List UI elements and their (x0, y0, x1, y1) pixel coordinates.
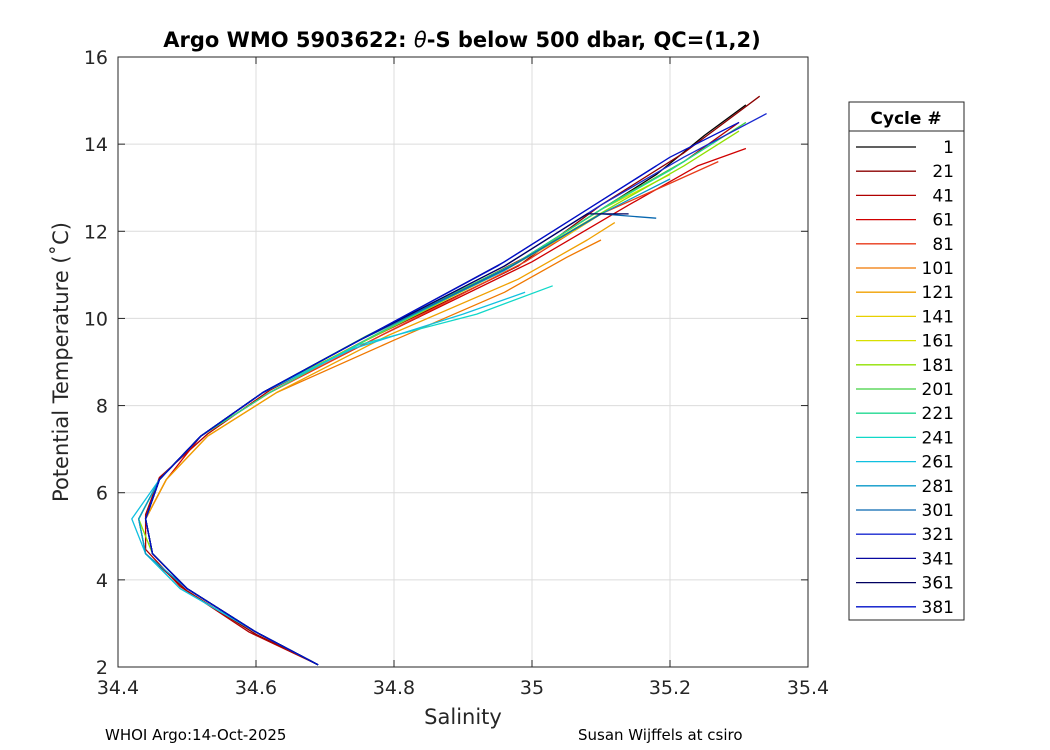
legend-label-381: 381 (922, 598, 954, 618)
legend-label-1: 1 (943, 138, 954, 158)
x-tick-label: 34.6 (235, 677, 277, 699)
legend-label-321: 321 (922, 525, 954, 545)
x-tick-label: 34.4 (97, 677, 139, 699)
plot-area (118, 57, 808, 667)
y-tick-label: 4 (96, 570, 108, 592)
legend-label-41: 41 (932, 186, 954, 206)
grid (118, 57, 808, 667)
y-tick-label: 6 (96, 483, 108, 505)
legend-label-281: 281 (922, 477, 954, 497)
y-tick-label: 14 (84, 134, 108, 156)
legend-label-121: 121 (922, 283, 954, 303)
footer-left: WHOI Argo:14-Oct-2025 (105, 726, 286, 744)
x-tick-label: 35 (520, 677, 544, 699)
legend-label-301: 301 (922, 501, 954, 521)
y-tick-label: 2 (96, 657, 108, 679)
legend: Cycle # 12141618110112114116118120122124… (848, 101, 965, 621)
legend-label-161: 161 (922, 332, 954, 352)
legend-title: Cycle # (870, 109, 941, 129)
legend-label-101: 101 (922, 259, 954, 279)
x-axis-label: Salinity (424, 705, 502, 729)
y-tick-label: 10 (84, 308, 108, 330)
legend-label-201: 201 (922, 380, 954, 400)
axis-ticks: 34.4 34.6 34.8 35 35.2 35.4 2 4 6 8 10 12 14 16 (84, 47, 829, 699)
legend-label-61: 61 (932, 211, 954, 231)
legend-label-141: 141 (922, 307, 954, 327)
legend-label-81: 81 (932, 235, 954, 255)
x-tick-label: 35.2 (649, 677, 691, 699)
y-tick-label: 8 (96, 396, 108, 418)
y-tick-label: 16 (84, 47, 108, 69)
legend-label-181: 181 (922, 356, 954, 376)
x-tick-label: 35.4 (787, 677, 829, 699)
plot-frame (117, 56, 809, 668)
legend-label-241: 241 (922, 428, 954, 448)
profile-lines (131, 95, 767, 666)
legend-label-261: 261 (922, 453, 954, 473)
legend-label-221: 221 (922, 404, 954, 424)
legend-label-341: 341 (922, 549, 954, 569)
profile-line-cycle-381 (144, 121, 740, 666)
legend-label-361: 361 (922, 574, 954, 594)
legend-label-21: 21 (932, 162, 954, 182)
footer-right: Susan Wijffels at csiro (578, 726, 743, 744)
y-tick-label: 12 (84, 221, 108, 243)
y-axis-label: Potential Temperature (˚C) (49, 222, 73, 502)
legend-items: 1214161811011211411611812012212412612813… (856, 138, 954, 618)
x-tick-label: 34.8 (373, 677, 415, 699)
chart-title: Argo WMO 5903622: θ-S below 500 dbar, QC… (163, 28, 760, 52)
